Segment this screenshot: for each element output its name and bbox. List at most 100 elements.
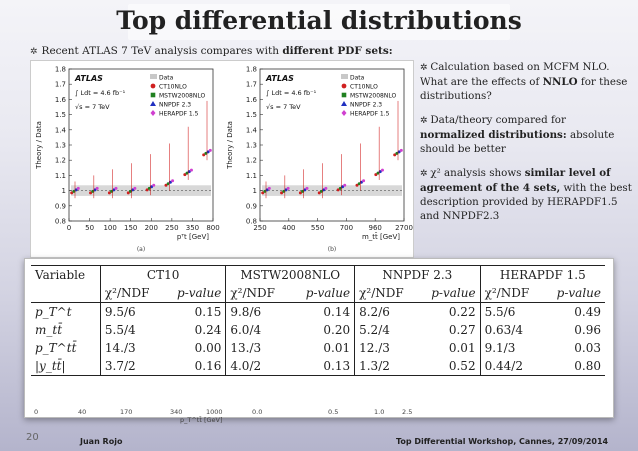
legend-label: NNPDF 2.3: [350, 102, 382, 109]
pvalue-header: p-value: [431, 286, 476, 300]
axis-tick-label: 0: [34, 408, 39, 416]
legend-label: CT10NLO: [159, 84, 187, 91]
chi2-header: χ²/NDF: [225, 284, 291, 303]
y-tick-label: 1.1: [55, 172, 66, 180]
pvalue-cell: 0.49: [542, 302, 605, 321]
y-tick-label: 0.8: [246, 218, 257, 226]
data-point: [204, 151, 208, 155]
mtt-ratio-plot: 0.8 0.9 1 1.1 1.2 1.3 1.4 1.5 1.6 1.7 1.8 250 400 550…: [226, 66, 413, 254]
variable-cell: p_T^t: [31, 302, 101, 321]
energy-label: √s = 7 TeV: [75, 103, 110, 111]
data-point: [70, 191, 74, 195]
data-point: [393, 153, 397, 157]
chi2-cell: 0.44/2: [479, 357, 543, 376]
data-point: [261, 191, 265, 195]
legend-marker: [150, 110, 156, 116]
pvalue-cell: 0.80: [542, 357, 605, 376]
data-point: [376, 171, 380, 175]
legend-marker: [150, 101, 156, 106]
plot-panel: 0.8 0.9 1 1.1 1.2 1.3 1.4 1.5 1.6 1.7 1.8 0 50 100 150…: [30, 60, 414, 258]
data-point: [74, 188, 78, 192]
data-point: [397, 150, 401, 154]
data-point: [114, 186, 118, 190]
pvalue-cell: 0.20: [323, 323, 351, 337]
x-tick-label: 350: [186, 224, 199, 232]
variable-cell: |y_tt̄|: [31, 357, 101, 376]
data-point: [185, 171, 189, 175]
pvalue-cell: 0.03: [574, 341, 601, 355]
y-tick-label: 0.9: [55, 202, 66, 210]
bullet-icon: ✲: [420, 169, 431, 179]
chi2-cell: 12./3: [354, 339, 418, 357]
variable-cell: m_tt̄: [35, 323, 63, 337]
pvalue-cell: 0.24: [194, 323, 222, 337]
slide-title: Top differential distributions: [116, 6, 522, 35]
data-point: [317, 191, 321, 195]
data-point: [95, 186, 99, 190]
data-point: [280, 191, 284, 195]
data-point: [164, 183, 168, 187]
y-tick-label: 1.4: [55, 126, 67, 134]
x-tick-label: 400: [282, 224, 295, 232]
data-point: [357, 182, 361, 186]
x-tick-label: 250: [253, 224, 266, 232]
data-point: [399, 148, 403, 152]
table-row: m_tt̄ 5.5/4 0.24 6.0/4 0.20 5.2/4 0.27 0.63/4 0.…: [31, 321, 605, 339]
right-bullet: ✲ Data/theory compared for normalized di…: [420, 113, 632, 156]
axis-tick-label: 40: [78, 408, 87, 416]
pvalue-cell: 0.00: [194, 341, 222, 355]
chi2-cell: 4.0/2: [225, 357, 291, 376]
data-point: [183, 173, 187, 177]
chi2-cell: 8.2/6: [354, 302, 418, 321]
legend-marker: [150, 83, 156, 89]
chi2-cell: 5.5/6: [479, 302, 543, 321]
data-point: [112, 188, 116, 192]
data-point: [380, 168, 384, 172]
bullet-text: χ² analysis shows: [430, 167, 525, 179]
y-tick-label: 1.2: [246, 157, 257, 165]
chi2-header: χ²/NDF: [354, 284, 418, 303]
lumi-label: ∫ Ldt = 4.6 fb⁻¹: [266, 89, 317, 97]
data-point: [378, 170, 382, 174]
data-point: [171, 179, 175, 183]
axis-label: p_T^tt̄ [GeV]: [180, 416, 223, 424]
y-tick-label: 1.8: [246, 66, 257, 74]
data-point: [324, 186, 328, 190]
axis-tick-label: 170: [120, 408, 133, 416]
bullet-icon: ✲: [420, 63, 431, 73]
experiment-label: ATLAS: [74, 74, 103, 83]
data-point: [76, 186, 80, 190]
data-point: [150, 185, 154, 189]
data-point: [263, 189, 267, 193]
chi2-cell: 1.3/2: [354, 357, 418, 376]
y-tick-label: 0.8: [55, 218, 66, 226]
right-bullet: ✲ χ² analysis shows similar level of agr…: [420, 166, 632, 223]
pvalue-cell: 0.14: [290, 302, 355, 321]
y-tick-label: 1: [253, 187, 257, 195]
bullet-icon: ✲: [420, 116, 431, 126]
legend-label: MSTW2008NLO: [159, 93, 205, 100]
axis-tick-label: 340: [170, 408, 183, 416]
data-point: [305, 186, 309, 190]
group-header: NNPDF 2.3: [354, 265, 481, 284]
legend-label: Data: [350, 75, 365, 82]
plot-caption: (b): [328, 246, 337, 253]
x-axis-label: pᵀt [GeV]: [177, 233, 209, 241]
data-point: [166, 182, 170, 186]
table-group-header: Variable CT10 MSTW2008NLO NNPDF 2.3 HERA…: [31, 265, 605, 284]
x-tick-label: 0: [67, 224, 71, 232]
x-tick-label: 800: [206, 224, 219, 232]
bullet-text: NNLO: [542, 76, 578, 88]
y-tick-label: 1.5: [55, 111, 66, 119]
bullet-text: similar level of agreement of the 4 sets…: [420, 167, 611, 194]
footer-event: Top Differential Workshop, Cannes, 27/09…: [396, 437, 609, 446]
pvalue-cell: 0.01: [448, 341, 476, 355]
legend-marker: [341, 92, 347, 98]
axis-tick-label: 1000: [206, 408, 223, 416]
data-point: [322, 188, 326, 192]
chi2-table: Variable CT10 MSTW2008NLO NNPDF 2.3 HERA…: [31, 265, 605, 376]
intro-text: Recent ATLAS 7 TeV analysis compares wit…: [41, 45, 279, 57]
pvalue-cell: 0.01: [323, 341, 351, 355]
data-point: [359, 180, 363, 184]
chi2-header: χ²/NDF: [479, 284, 543, 303]
